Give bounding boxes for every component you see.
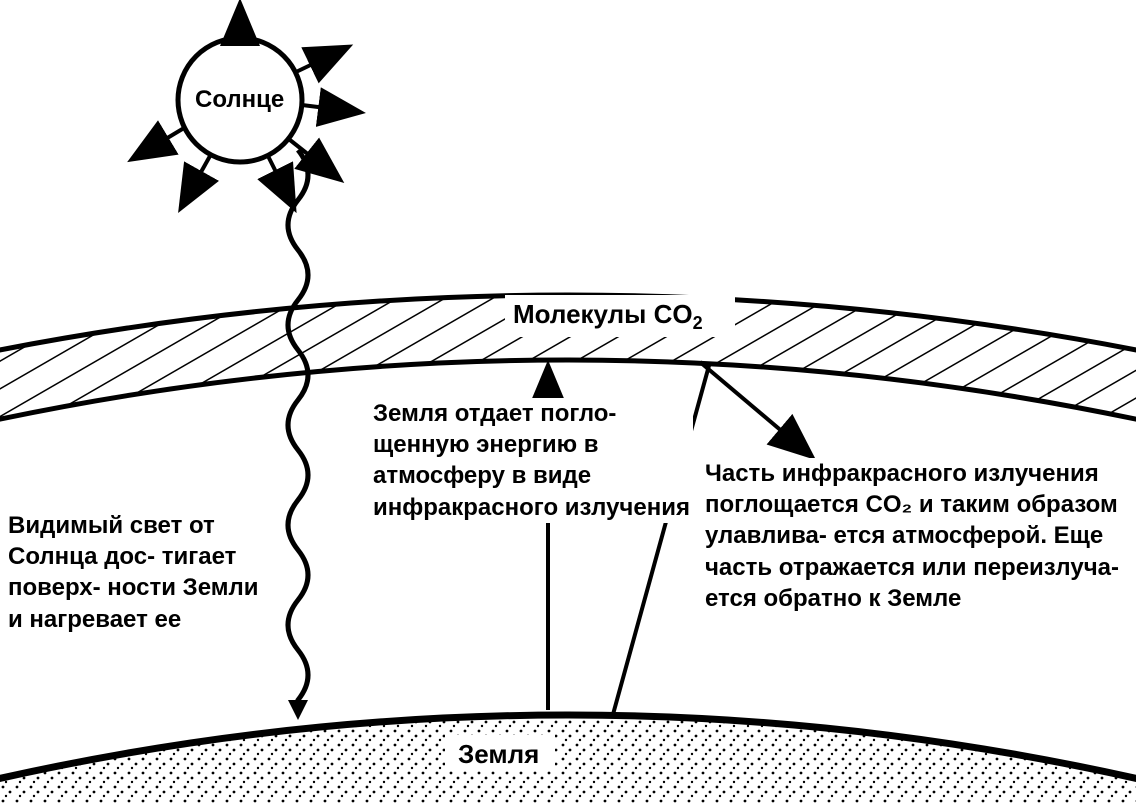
sun-label: Солнце [195,84,284,115]
sunlight-wave [288,150,308,710]
earth-label: Земля [458,738,539,772]
annotation-absorbed: Часть инфракрасного излучения поглощаетс… [705,458,1135,614]
annotation-visible-light: Видимый свет от Солнца дос- тигает повер… [8,510,268,635]
co2-label: Молекулы CO2 [513,298,703,336]
earth-surface [0,640,1136,804]
annotation-earth-emits: Земля отдает погло- щенную энергию в атм… [373,398,693,523]
reflect-down-arrow [700,362,810,455]
